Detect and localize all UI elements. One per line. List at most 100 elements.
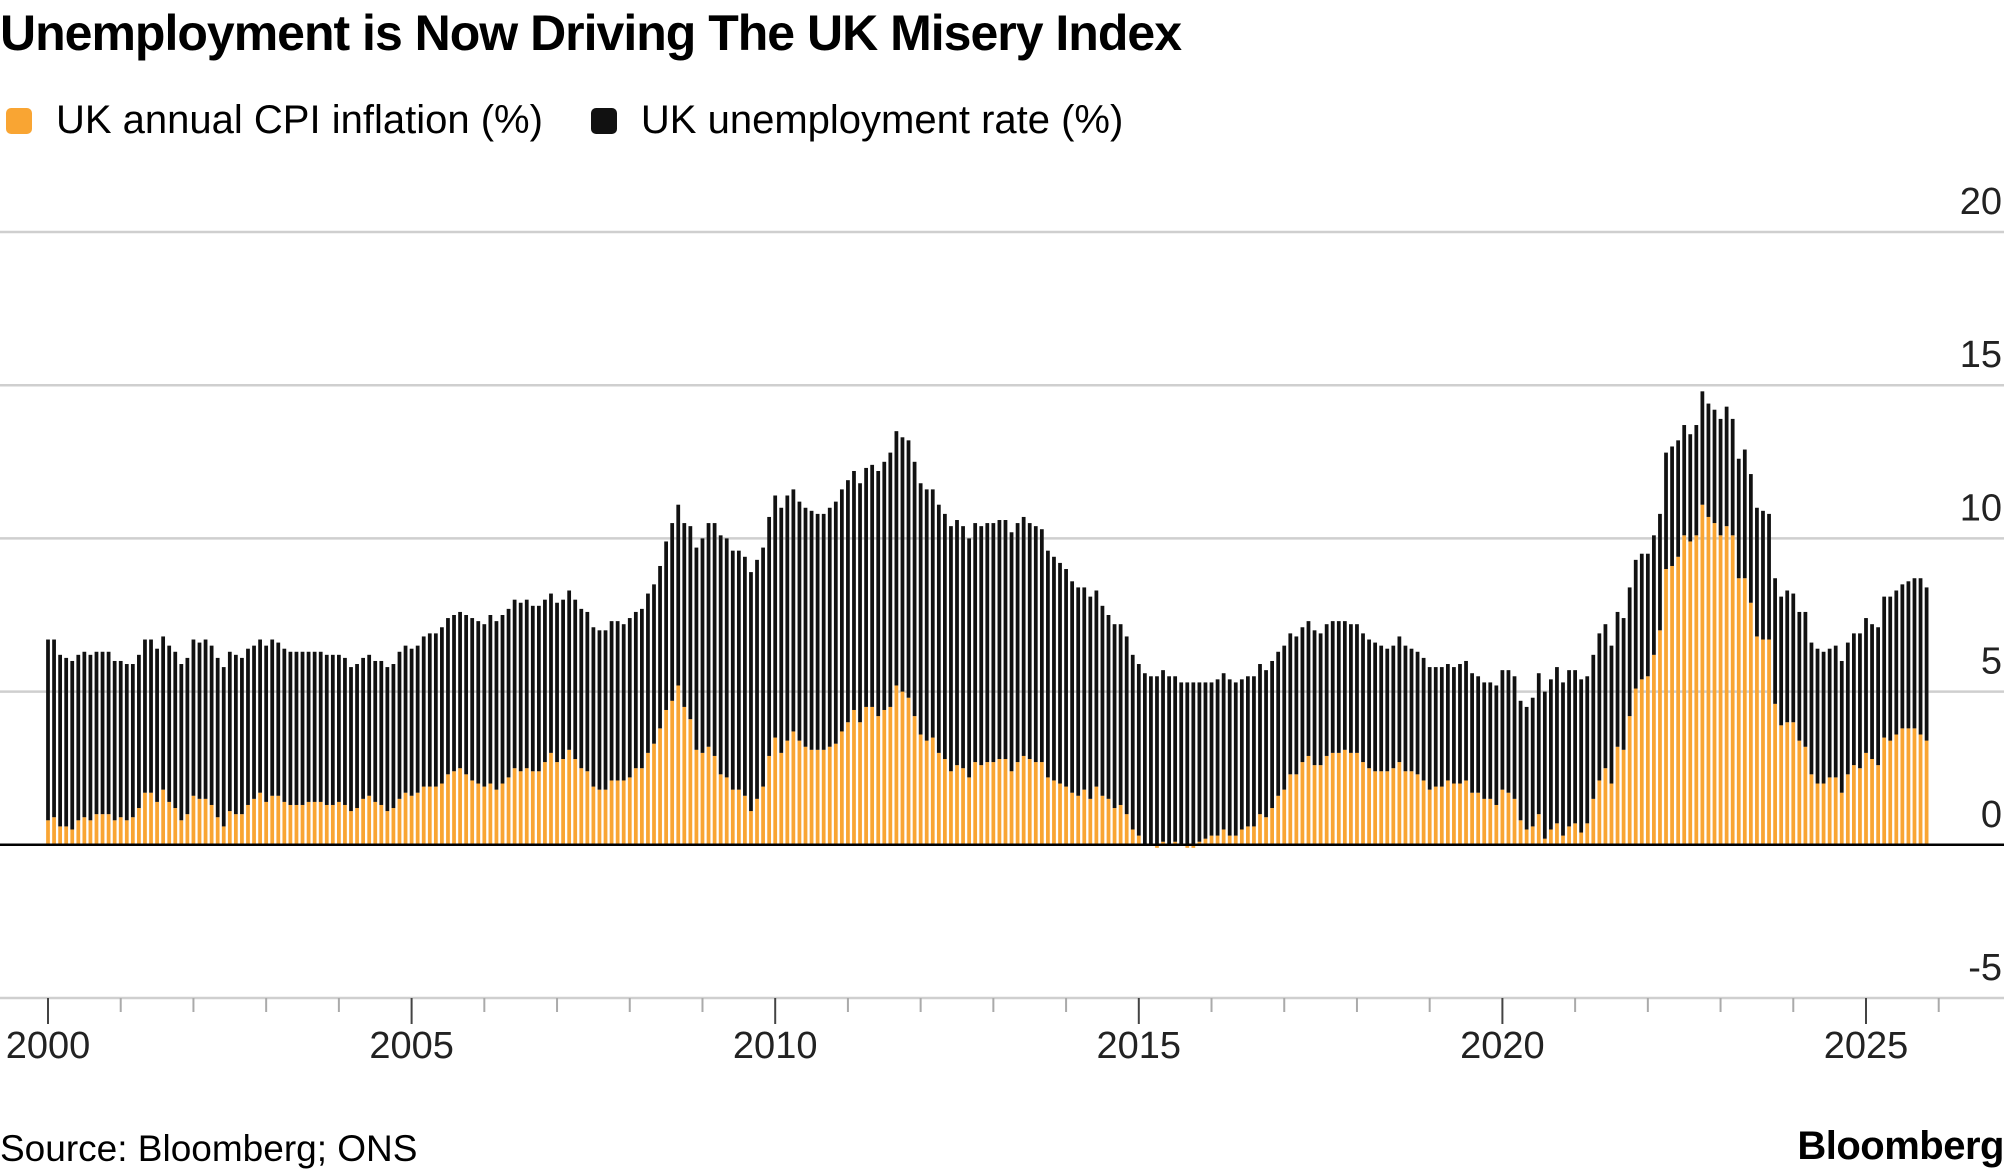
inflation-bar	[173, 808, 178, 845]
unemployment-bar	[1052, 556, 1056, 781]
inflation-bar	[694, 749, 699, 845]
unemployment-bar	[191, 639, 196, 796]
unemployment-bar	[349, 667, 353, 812]
unemployment-bar	[749, 572, 753, 812]
unemployment-bar	[1415, 651, 1420, 775]
inflation-bar	[1761, 639, 1765, 845]
unemployment-bar	[1876, 627, 1880, 766]
unemployment-bar	[1015, 523, 1020, 763]
unemployment-bar	[494, 621, 499, 790]
inflation-bar	[1573, 823, 1577, 845]
inflation-bar	[876, 716, 881, 845]
inflation-bar	[997, 759, 1002, 845]
inflation-bar	[433, 786, 438, 845]
inflation-bar	[749, 811, 753, 845]
unemployment-bar	[1658, 513, 1662, 631]
inflation-bar	[1300, 762, 1305, 845]
inflation-bar	[209, 804, 214, 845]
unemployment-bar	[924, 489, 929, 741]
inflation-bar	[627, 777, 632, 845]
unemployment-bar	[246, 648, 250, 805]
inflation-bar	[1555, 823, 1559, 845]
unemployment-bar	[997, 520, 1002, 760]
inflation-bar	[1797, 740, 1802, 845]
inflation-bar	[979, 765, 984, 845]
unemployment-bar	[1476, 676, 1481, 793]
inflation-bar	[682, 706, 687, 845]
unemployment-bar	[64, 657, 69, 827]
inflation-bar	[1852, 765, 1856, 845]
unemployment-bar	[761, 547, 765, 787]
unemployment-bar	[985, 523, 990, 763]
inflation-bar	[1094, 786, 1099, 845]
unemployment-bar	[143, 639, 147, 793]
unemployment-bar	[227, 651, 232, 812]
unemployment-bar	[1094, 590, 1099, 787]
inflation-bar	[664, 709, 668, 845]
inflation-bar	[803, 746, 808, 845]
inflation-bar	[1488, 798, 1493, 845]
inflation-bar	[1130, 829, 1135, 845]
inflation-bar	[955, 765, 959, 845]
unemployment-bar	[1385, 648, 1390, 772]
unemployment-bar	[839, 489, 844, 732]
unemployment-bar	[500, 615, 505, 784]
unemployment-bar	[337, 654, 341, 802]
unemployment-bar	[1076, 587, 1081, 796]
unemployment-bar	[543, 599, 547, 763]
x-tick-label: 2020	[1460, 1025, 1545, 1067]
unemployment-bar	[1167, 676, 1171, 845]
unemployment-bar	[1767, 513, 1771, 640]
unemployment-bar	[324, 654, 329, 805]
unemployment-bar	[421, 636, 426, 787]
inflation-bar	[561, 759, 565, 845]
unemployment-bar	[433, 633, 438, 787]
unemployment-bar	[1373, 642, 1378, 772]
unemployment-bar	[621, 624, 626, 781]
unemployment-bar	[1312, 630, 1317, 766]
unemployment-bar	[1294, 636, 1299, 775]
inflation-bar	[1373, 771, 1378, 845]
inflation-bar	[573, 759, 578, 845]
inflation-bar	[555, 762, 559, 845]
inflation-bar	[1027, 759, 1032, 845]
inflation-bar	[821, 749, 826, 845]
unemployment-bar	[282, 648, 287, 802]
unemployment-bar	[118, 660, 123, 818]
unemployment-bar	[506, 608, 511, 778]
x-tick-label: 2010	[733, 1025, 818, 1067]
unemployment-bar	[1106, 615, 1111, 799]
unemployment-bar	[379, 660, 384, 805]
unemployment-bar	[579, 608, 584, 769]
unemployment-bar	[1845, 642, 1850, 775]
inflation-bar	[46, 820, 50, 845]
inflation-bar	[724, 777, 729, 845]
inflation-bar	[1924, 740, 1929, 845]
inflation-bar	[1185, 844, 1190, 848]
unemployment-bar	[688, 526, 693, 720]
unemployment-bar	[391, 664, 396, 809]
unemployment-bar	[870, 464, 875, 707]
inflation-bar	[1385, 771, 1390, 845]
unemployment-bar	[1433, 667, 1438, 787]
inflation-bar	[652, 743, 656, 845]
unemployment-bar	[1785, 590, 1790, 723]
unemployment-bar	[288, 651, 293, 805]
unemployment-bar	[1639, 553, 1644, 680]
unemployment-bar	[233, 654, 238, 815]
unemployment-bar	[833, 501, 838, 744]
inflation-bar	[785, 740, 790, 845]
unemployment-bar	[1627, 587, 1632, 717]
inflation-bar	[500, 783, 505, 845]
inflation-bar	[1882, 737, 1887, 845]
unemployment-bar	[1155, 676, 1159, 845]
inflation-bar	[676, 685, 681, 845]
y-tick-label: 10	[1960, 487, 2002, 529]
unemployment-bar	[488, 615, 493, 784]
inflation-bar	[1197, 841, 1202, 845]
chart-title: Unemployment is Now Driving The UK Miser…	[0, 5, 1182, 61]
unemployment-bar	[912, 461, 917, 717]
unemployment-bar	[846, 480, 850, 723]
inflation-bar	[233, 814, 238, 845]
unemployment-bar	[440, 627, 444, 784]
